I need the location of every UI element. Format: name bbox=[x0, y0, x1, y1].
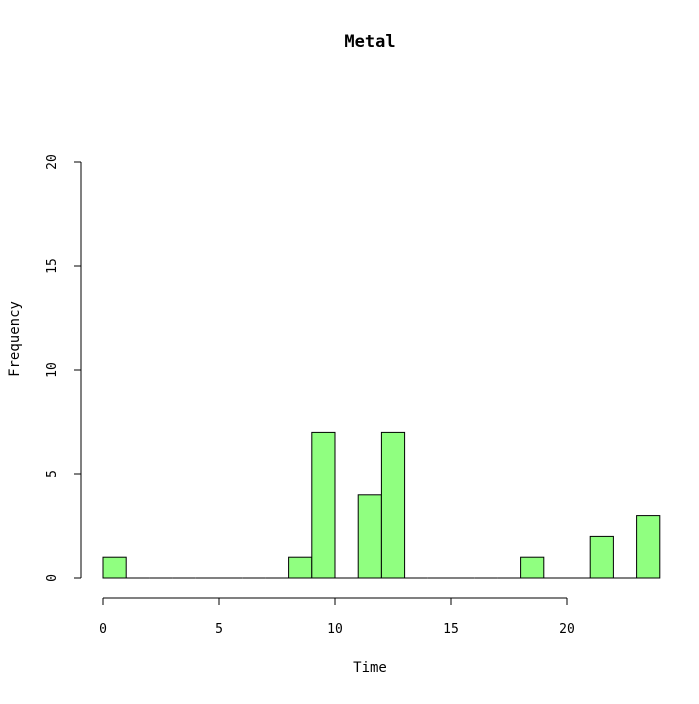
x-tick-label: 20 bbox=[559, 622, 575, 637]
y-tick-label: 15 bbox=[45, 258, 60, 274]
y-axis-label: Frequency bbox=[7, 301, 23, 377]
histogram-bar bbox=[357, 494, 382, 579]
histogram-bar bbox=[311, 431, 336, 579]
histogram-bar bbox=[102, 556, 127, 579]
y-tick-label: 0 bbox=[45, 574, 60, 582]
chart-title: Metal bbox=[344, 32, 395, 52]
histogram-bar bbox=[636, 515, 661, 579]
y-tick-label: 5 bbox=[45, 470, 60, 478]
x-tick-label: 10 bbox=[327, 622, 343, 637]
x-tick-label: 15 bbox=[443, 622, 459, 637]
x-tick-label: 0 bbox=[99, 622, 107, 637]
histogram-bar bbox=[288, 556, 313, 579]
x-axis: 0 5 10 15 20 bbox=[99, 597, 575, 637]
y-axis: 0 5 10 15 20 bbox=[45, 154, 82, 582]
x-tick-label: 5 bbox=[215, 622, 223, 637]
y-tick-label: 10 bbox=[45, 362, 60, 378]
x-axis-label: Time bbox=[353, 660, 387, 676]
histogram-bar bbox=[520, 556, 545, 579]
bars bbox=[102, 431, 661, 579]
histogram-bar bbox=[380, 431, 406, 579]
histogram-bar bbox=[589, 535, 614, 579]
y-tick-label: 20 bbox=[45, 154, 60, 170]
